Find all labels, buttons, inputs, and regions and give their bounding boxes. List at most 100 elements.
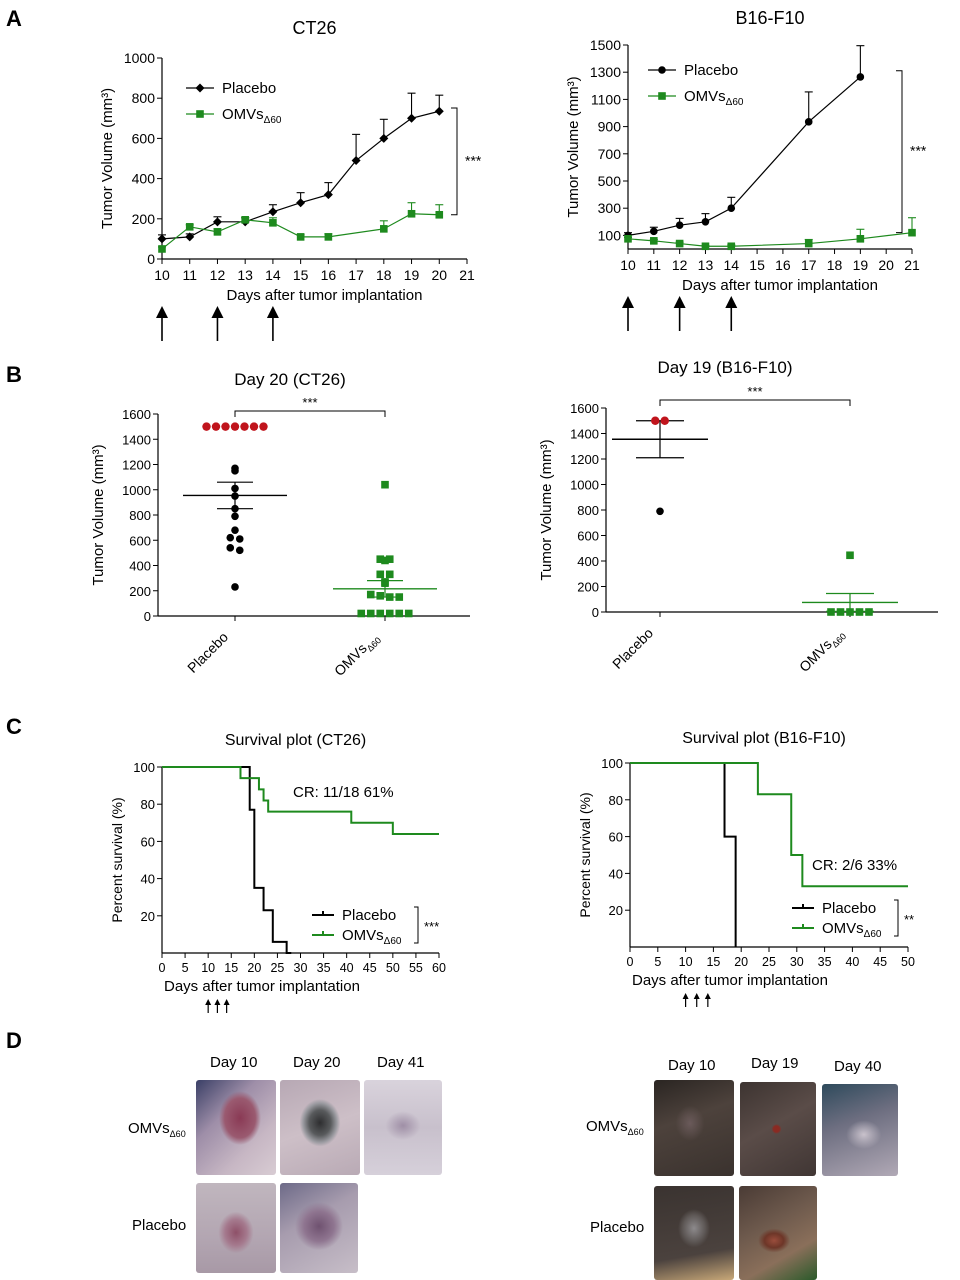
y-tick-label: 1000 — [122, 483, 151, 498]
y-axis-label: Tumor Volume (mm³) — [90, 444, 107, 585]
y-tick-label: 1600 — [122, 407, 151, 422]
photo-row-label-omvs-right: OMVsΔ60 — [586, 1118, 644, 1137]
x-tick-label: 16 — [321, 267, 337, 283]
x-tick-label: 15 — [706, 955, 720, 969]
y-tick-label: 900 — [598, 119, 622, 135]
dosing-arrow-1-head — [211, 306, 224, 318]
group-1-point — [846, 608, 854, 616]
series-1-point — [241, 216, 249, 224]
y-tick-label: 1100 — [591, 91, 621, 107]
chart-title: B16-F10 — [735, 8, 804, 28]
group-0-point — [235, 546, 244, 555]
y-axis-label: Percent survival (%) — [577, 792, 593, 917]
y-tick-label: 400 — [129, 559, 151, 574]
photo-ct26-omvs-day41 — [364, 1080, 442, 1175]
chart-b16-day19-scatter: Day 19 (B16-F10) 0 200 400 600 800 1000 1200 140… — [538, 358, 938, 677]
y-axis-label: Percent survival (%) — [109, 797, 125, 922]
photo-day-label-left-1: Day 10 — [210, 1054, 258, 1071]
series-1-point — [269, 219, 277, 227]
dosing-arrow-0-head — [156, 306, 168, 318]
group-0-point — [226, 533, 235, 542]
y-tick-label: 600 — [129, 533, 151, 548]
survival-1-line — [162, 766, 439, 835]
group-0-capped-point — [221, 422, 230, 431]
x-tick-label: 15 — [224, 961, 238, 975]
group-1-point — [404, 609, 413, 618]
y-tick-label: 60 — [141, 834, 155, 849]
group-0-capped-point — [202, 422, 211, 431]
group-1-point — [381, 556, 389, 565]
legend-1-label: OMVsΔ60 — [684, 88, 744, 108]
x-tick-label: 15 — [749, 257, 765, 273]
group-0-capped-point — [230, 422, 240, 431]
y-tick-label: 200 — [129, 584, 151, 599]
group-1-point — [846, 551, 854, 560]
series-0-point — [379, 133, 389, 143]
series-1-point — [624, 235, 632, 243]
dosing-arrow-2-head — [223, 999, 230, 1005]
y-axis-label: Tumor Volume (mm³) — [565, 76, 582, 217]
series-1-line — [161, 213, 440, 250]
chart-ct26-day20-scatter: Day 20 (CT26) 0 200 400 600 800 1000 1200 1400 16… — [90, 370, 470, 681]
x-category-label: OMVsΔ60 — [796, 625, 848, 677]
series-1-point — [701, 242, 710, 251]
series-0-line — [627, 76, 861, 236]
y-tick-label: 20 — [141, 909, 155, 924]
y-tick-label: 700 — [598, 146, 622, 162]
y-tick-label: 500 — [598, 173, 622, 189]
photo-b16-placebo-day10 — [654, 1186, 734, 1280]
x-tick-label: 25 — [762, 955, 776, 969]
legend-0-label: Placebo — [822, 900, 876, 917]
series-1-point — [727, 242, 736, 251]
series-0-point — [701, 218, 710, 226]
significance-label: *** — [424, 919, 439, 934]
series-0-point — [212, 217, 222, 227]
series-1-point — [650, 237, 658, 245]
chart-ct26-growth: CT26 0 200 400 600 800 1000 10 11 12 13 14 15 16 17 18 1… — [99, 18, 482, 341]
photo-b16-omvs-day10 — [654, 1080, 734, 1176]
legend-0-label: Placebo — [222, 80, 276, 97]
series-1-point — [908, 228, 916, 237]
y-tick-label: 100 — [601, 756, 623, 771]
series-0-point — [650, 227, 658, 236]
dosing-arrow-2-head — [725, 296, 738, 308]
photo-day-label-right-3: Day 40 — [834, 1058, 882, 1075]
dosing-arrow-0-head — [205, 999, 212, 1005]
series-0-point — [856, 73, 865, 81]
photo-ct26-omvs-day20 — [280, 1080, 360, 1175]
x-tick-label: 12 — [672, 257, 688, 273]
y-tick-label: 400 — [577, 554, 599, 569]
photo-b16-omvs-day19 — [740, 1082, 816, 1176]
group-0-capped-point — [249, 422, 259, 431]
x-tick-label: 12 — [210, 267, 226, 283]
series-0-point — [804, 118, 813, 126]
x-tick-label: 45 — [873, 955, 887, 969]
group-0-point — [231, 526, 239, 534]
x-category-label: Placebo — [184, 629, 231, 676]
x-tick-label: 40 — [845, 955, 859, 969]
y-tick-label: 0 — [147, 251, 155, 267]
y-tick-label: 60 — [609, 830, 623, 845]
dosing-arrow-1-head — [693, 993, 700, 999]
complete-response-annotation: CR: 2/6 33% — [812, 857, 897, 874]
y-tick-label: 1200 — [122, 458, 151, 473]
legend-0-marker — [658, 66, 666, 74]
panel-letter-b: B — [6, 362, 22, 387]
group-0-capped-point — [259, 422, 268, 431]
x-tick-label: 21 — [904, 257, 920, 273]
series-1-point — [296, 233, 305, 241]
significance-bracket — [451, 107, 458, 216]
x-axis-label: Days after tumor implantation — [632, 972, 828, 989]
group-1-point — [385, 555, 394, 563]
x-tick-label: 11 — [182, 267, 197, 283]
x-tick-label: 35 — [818, 955, 832, 969]
photo-b16-omvs-day40 — [822, 1084, 898, 1176]
group-0-point — [235, 535, 244, 543]
series-1-point — [407, 209, 416, 218]
group-1-point — [385, 593, 394, 601]
dosing-arrow-2-head — [704, 993, 711, 999]
series-1-point — [435, 210, 444, 219]
dosing-arrow-1-head — [673, 296, 686, 308]
series-0-point — [157, 234, 167, 244]
group-1-point — [376, 555, 385, 563]
